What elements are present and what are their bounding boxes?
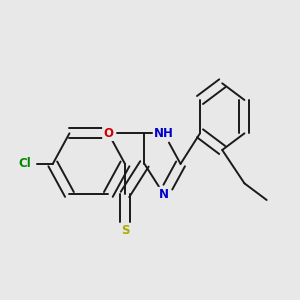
Text: Cl: Cl: [19, 158, 32, 170]
Text: NH: NH: [154, 127, 174, 140]
Text: S: S: [121, 224, 129, 237]
Text: N: N: [159, 188, 169, 201]
Text: O: O: [103, 127, 113, 140]
